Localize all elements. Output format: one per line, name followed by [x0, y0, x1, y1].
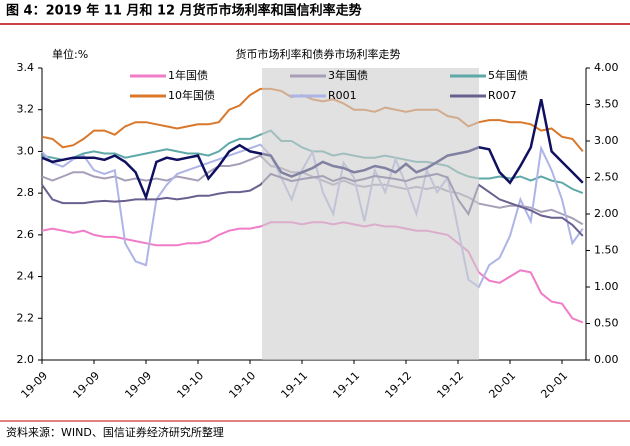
x-tick-label: 19-09: [70, 369, 102, 401]
unit-label: 单位:%: [52, 47, 88, 61]
y-tick-label: 2.2: [17, 311, 35, 324]
x-tick-label: 19-12: [382, 369, 414, 401]
y2-tick-label: 0.00: [594, 353, 619, 366]
legend-label: 10年国债: [168, 88, 215, 102]
y-tick-label: 2.6: [17, 228, 35, 241]
y2-tick-label: 1.00: [594, 280, 619, 293]
legend-label: 3年国债: [328, 68, 368, 82]
y2-tick-label: 2.50: [594, 171, 619, 184]
x-tick-label: 19-12: [434, 369, 466, 401]
source-note: 资料来源：WIND、国信证券经济研究所整理: [6, 425, 224, 439]
y2-tick-label: 4.00: [594, 61, 619, 74]
x-tick-label: 19-11: [278, 369, 310, 401]
legend-label: 1年国债: [168, 68, 208, 82]
legend-label: R001: [328, 89, 357, 102]
x-tick-label: 19-11: [330, 369, 362, 401]
highlight-period: [262, 68, 479, 360]
y2-tick-label: 1.50: [594, 244, 619, 257]
y-tick-label: 3.2: [17, 103, 35, 116]
figure-title: 图 4：2019 年 11 月和 12 月货币市场利率和国信利率走势: [6, 3, 362, 19]
legend-label: R007: [488, 89, 517, 102]
y-tick-label: 2.0: [17, 353, 35, 366]
y2-tick-label: 2.00: [594, 207, 619, 220]
legend-label: 5年国债: [488, 68, 528, 82]
y-tick-label: 3.0: [17, 144, 35, 157]
x-tick-label: 19-10: [226, 369, 258, 401]
y2-tick-label: 3.00: [594, 134, 619, 147]
chart-title: 货币市场利率和债券市场利率走势: [236, 47, 401, 61]
y2-tick-label: 0.50: [594, 317, 619, 330]
x-tick-label: 19-09: [122, 369, 154, 401]
x-tick-label: 20-01: [486, 369, 518, 401]
y-tick-label: 2.8: [17, 186, 35, 199]
x-tick-label: 19-10: [174, 369, 206, 401]
y2-tick-label: 3.50: [594, 98, 619, 111]
y-tick-label: 2.4: [17, 270, 35, 283]
x-tick-label: 19-09: [18, 369, 50, 401]
x-tick-label: 20-01: [538, 369, 570, 401]
y-tick-label: 3.4: [17, 61, 35, 74]
